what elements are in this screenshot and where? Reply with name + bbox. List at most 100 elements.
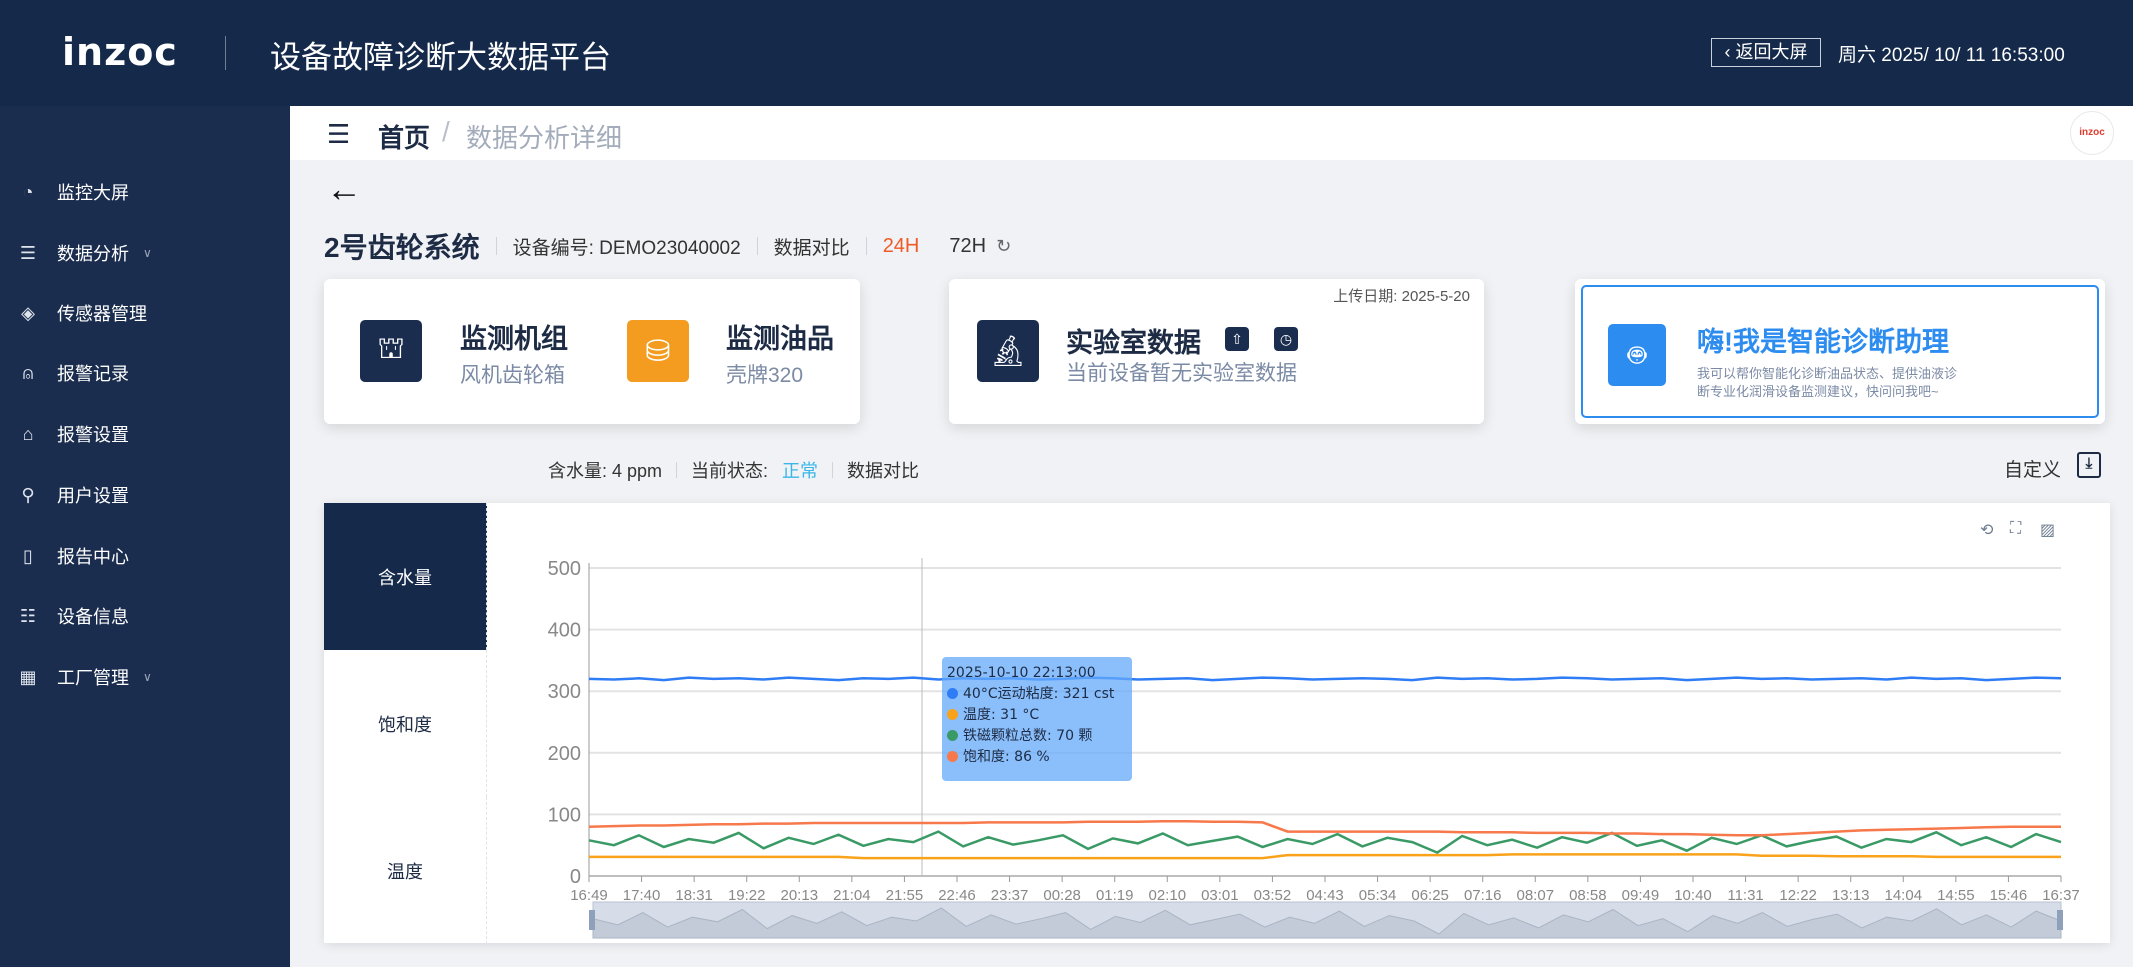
assistant-card[interactable]: 🤖︎ 嗨!我是智能诊断助理 我可以帮你智能化诊断油品状态、提供油液诊 断专业化润滑… [1575, 279, 2105, 424]
datazoom-handle-left[interactable] [589, 910, 595, 930]
data-compare-link[interactable]: 数据对比 [847, 461, 920, 481]
menu-toggle-icon[interactable]: ☰ [327, 119, 351, 149]
tab-water-content[interactable]: 含水量 [324, 503, 487, 650]
sidebar-item-7[interactable]: ☷ 设备信息 [0, 592, 290, 640]
sidebar-item-5[interactable]: ⚲ 用户设置 [0, 471, 290, 519]
divider [756, 237, 758, 255]
x-tick-label: 15:46 [1990, 887, 2028, 904]
y-tick-label: 200 [548, 743, 581, 765]
datetime: 周六 2025/ 10/ 11 16:53:00 [1838, 45, 2065, 66]
series-line-温度 [589, 853, 2061, 860]
range-72h-button[interactable]: 72H [949, 234, 987, 257]
x-tick-label: 09:49 [1622, 887, 1660, 904]
restore-icon[interactable]: ⟲ [1980, 522, 1994, 539]
save-image-icon[interactable]: ▨ [2040, 522, 2056, 539]
oil-barrel-icon: ⛁ [627, 320, 689, 382]
series-line-40°C运动粘度 [588, 676, 2062, 682]
sidebar-item-4[interactable]: ⌂ 报警设置 [0, 410, 290, 458]
x-tick-label: 01:19 [1096, 887, 1134, 904]
x-tick-label: 16:37 [2042, 887, 2080, 904]
sidebar-item-0[interactable]: ◔ 监控大屏 [0, 168, 290, 216]
monitor-card: ⛫ 监测机组 风机齿轮箱 ⛁ 监测油品 壳牌320 [324, 279, 860, 424]
x-tick-label: 13:13 [1832, 887, 1870, 904]
line-chart[interactable]: 0 100 200 300 400 500 16:49 17:40 18:31 19:22 20:1… [487, 503, 2110, 943]
range-24h-button[interactable]: 24H [882, 234, 920, 257]
series-dot [947, 709, 958, 720]
divider [832, 462, 834, 478]
sidebar-item-label: 监控大屏 [57, 183, 129, 203]
grid-icon: ▦ [19, 666, 37, 687]
datazoom-handle-right[interactable] [2057, 910, 2063, 930]
upload-icon[interactable]: ⇧ [1225, 327, 1249, 351]
sidebar-item-label: 传感器管理 [57, 304, 147, 324]
divider [676, 462, 678, 478]
sidebar-item-8[interactable]: ▦ 工厂管理 ∨ [0, 653, 290, 701]
top-header: inzoc 设备故障诊断大数据平台 ‹ 返回大屏 周六 2025/ 10/ 11… [0, 0, 2133, 106]
series-line-铁磁颗粒总数 [588, 830, 2062, 855]
divider [865, 237, 867, 255]
device-title-row: 2号齿轮系统 设备编号: DEMO23040002 数据对比 24H 72H ↻ [324, 228, 1011, 264]
divider [495, 237, 497, 255]
tab-temperature[interactable]: 温度 [324, 797, 487, 944]
x-tick-label: 17:40 [623, 887, 661, 904]
state-value: 正常 [782, 461, 819, 481]
custom-button[interactable]: 自定义 [2004, 460, 2062, 481]
tooltip-time: 2025-10-10 22:13:00 [947, 665, 1096, 681]
lab-data-card[interactable]: 上传日期: 2025-5-20 🔬︎ 实验室数据 ⇧ ◷ 当前设备暂无实验室数据 [949, 279, 1484, 424]
brand-logo: inzoc [62, 30, 178, 74]
app-title: 设备故障诊断大数据平台 [270, 40, 611, 75]
history-icon[interactable]: ◷ [1274, 327, 1298, 351]
x-tick-label: 12:22 [1779, 887, 1817, 904]
tooltip-value: 40°C运动粘度: 321 cst [963, 686, 1115, 702]
x-tick-label: 04:43 [1306, 887, 1344, 904]
x-tick-label: 11:31 [1727, 887, 1763, 904]
y-tick-label: 300 [548, 681, 581, 703]
return-label: 返回大屏 [1735, 42, 1808, 62]
sidebar-item-2[interactable]: ◈ 传感器管理 [0, 289, 290, 337]
x-tick-label: 22:46 [938, 887, 976, 904]
sidebar: ◔ 监控大屏 ☰ 数据分析 ∨ ◈ 传感器管理 ⍝ 报警记录 ⌂ 报警设置 ⚲ 用户设置 ▯ 报告中心 ☷ 设备… [0, 106, 290, 967]
sidebar-item-6[interactable]: ▯ 报告中心 [0, 532, 290, 580]
user-icon: ⚲ [21, 484, 35, 505]
tooltip-row: 饱和度: 86 % [947, 747, 1127, 768]
oil-title: 监测油品 [726, 324, 834, 354]
breadcrumb-home[interactable]: 首页 [378, 123, 431, 153]
refresh-icon[interactable]: ↻ [996, 235, 1012, 256]
report-icon: ▯ [23, 545, 33, 566]
sidebar-item-label: 工厂管理 [57, 668, 129, 688]
breadcrumb-separator: / [442, 116, 450, 147]
header-divider [225, 36, 226, 70]
x-tick-label: 21:55 [886, 887, 924, 904]
data-compare-link[interactable]: 数据对比 [773, 237, 850, 259]
tooltip-value: 铁磁颗粒总数: 70 颗 [963, 728, 1093, 744]
sidebar-item-label: 用户设置 [57, 486, 129, 506]
x-tick-label: 05:34 [1359, 887, 1397, 904]
alarm-settings-icon: ⌂ [22, 423, 34, 444]
x-tick-label: 08:07 [1517, 887, 1555, 904]
chevron-down-icon: ∨ [143, 670, 152, 684]
device-code: 设备编号: DEMO23040002 [512, 237, 741, 259]
x-tick-label: 07:16 [1464, 887, 1502, 904]
oil-value: 壳牌320 [726, 364, 804, 387]
analysis-icon: ☰ [19, 242, 37, 263]
back-arrow-icon[interactable]: ← [326, 168, 362, 209]
sidebar-item-label: 报警设置 [57, 425, 129, 445]
y-tick-label: 500 [548, 558, 581, 580]
lab-desc: 当前设备暂无实验室数据 [1066, 362, 1297, 385]
series-dot [947, 688, 958, 699]
zoom-select-icon[interactable]: ⛶ [2010, 520, 2022, 537]
robot-icon: 🤖︎ [1608, 324, 1666, 386]
sidebar-item-3[interactable]: ⍝ 报警记录 [0, 349, 290, 397]
breadcrumb-bar: ☰ 首页 / 数据分析详细 inzoc [290, 106, 2133, 160]
download-icon[interactable]: ⤓ [2077, 452, 2101, 478]
x-tick-label: 10:40 [1674, 887, 1712, 904]
upload-date: 上传日期: 2025-5-20 [1333, 288, 1470, 305]
return-dashboard-button[interactable]: ‹ 返回大屏 [1711, 38, 1821, 67]
unit-tower-icon: ⛫ [360, 320, 422, 382]
x-tick-label: 00:28 [1043, 887, 1081, 904]
tab-saturation[interactable]: 饱和度 [324, 650, 487, 797]
tooltip-row: 40°C运动粘度: 321 cst [947, 684, 1127, 705]
series-dot [947, 751, 958, 762]
avatar[interactable]: inzoc [2070, 111, 2114, 155]
sidebar-item-1[interactable]: ☰ 数据分析 ∨ [0, 229, 290, 277]
